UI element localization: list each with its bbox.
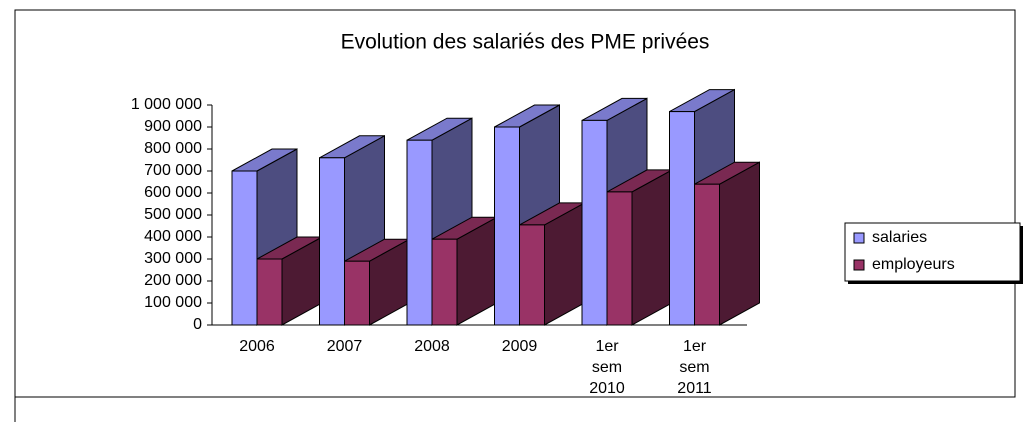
x-tick-label: 2008: [414, 338, 450, 355]
bar-side: [631, 169, 673, 326]
bar: [431, 238, 458, 326]
bar: [494, 126, 520, 326]
y-tick-label: 200 000: [144, 272, 202, 289]
x-tick-label: 1er sem 2010: [589, 338, 625, 397]
x-tick-label: 1er sem 2011: [677, 338, 712, 397]
bar: [581, 119, 608, 326]
x-tick-label: 2006: [239, 338, 275, 355]
bar: [319, 157, 345, 326]
legend-label: employeurs: [872, 256, 955, 273]
x-tick-label: 2009: [501, 338, 538, 355]
legend-swatch: [853, 232, 865, 244]
y-tick-label: 0: [193, 316, 202, 333]
bar: [256, 258, 283, 326]
bar: [669, 111, 695, 326]
bar: [606, 191, 633, 326]
bar-side: [719, 161, 760, 326]
legend: [844, 222, 1021, 282]
bar: [231, 170, 258, 326]
y-tick-label: 700 000: [144, 162, 202, 179]
chart-title: Evolution des salariés des PME privées: [341, 31, 710, 54]
y-tick-label: 500 000: [144, 206, 202, 223]
bar: [406, 139, 433, 326]
bar: [694, 183, 720, 326]
y-tick-label: 100 000: [144, 294, 202, 311]
y-tick-label: 600 000: [144, 184, 202, 201]
y-tick-label: 400 000: [144, 228, 202, 245]
y-tick-label: 1 000 000: [131, 96, 202, 113]
bar: [344, 260, 370, 326]
y-tick-label: 300 000: [144, 250, 202, 267]
legend-swatch: [853, 259, 865, 271]
legend-label: salaries: [872, 229, 927, 246]
bar: [519, 224, 545, 326]
y-tick-label: 800 000: [144, 140, 202, 157]
frame: [14, 9, 1016, 398]
y-tick-label: 900 000: [144, 118, 202, 135]
x-tick-label: 2007: [326, 338, 363, 355]
